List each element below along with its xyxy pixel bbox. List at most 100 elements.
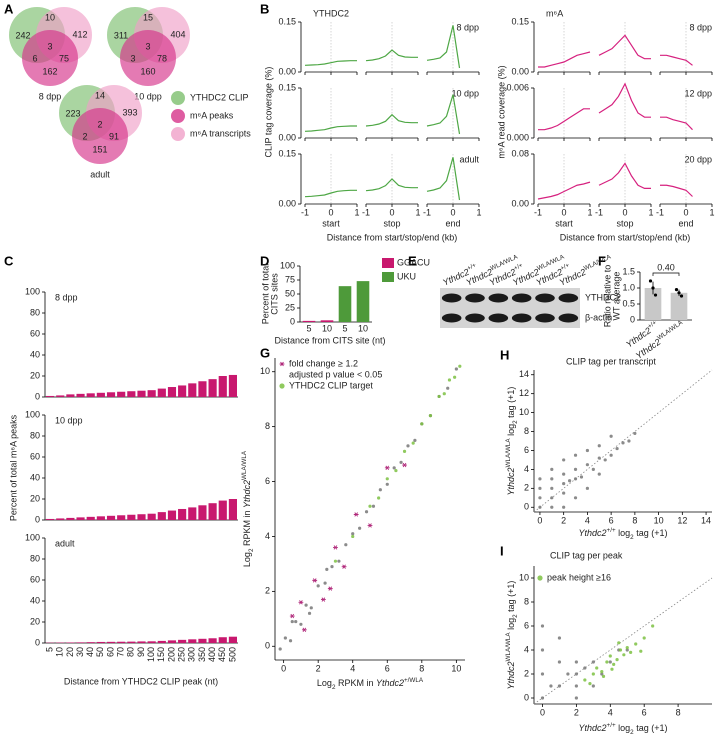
x-tick-label: -1 bbox=[362, 207, 370, 217]
data-point bbox=[538, 477, 542, 481]
profile-line bbox=[537, 181, 591, 200]
data-point bbox=[612, 662, 616, 667]
venn-circle bbox=[22, 30, 78, 86]
x-tick-label: 1 bbox=[476, 207, 481, 217]
bar bbox=[356, 281, 370, 322]
data-point bbox=[384, 465, 390, 471]
legend-label: m⁶A transcripts bbox=[190, 128, 251, 138]
venn-circle bbox=[120, 30, 176, 86]
bar bbox=[137, 641, 146, 643]
venn-count: 393 bbox=[122, 107, 137, 117]
x-axis-title: Ythdc2+/+ log2 tag (+1) bbox=[579, 722, 668, 736]
profile-line bbox=[304, 189, 357, 198]
data-point bbox=[304, 603, 308, 607]
data-point bbox=[351, 532, 355, 536]
data-point bbox=[278, 647, 282, 651]
bar bbox=[320, 320, 334, 322]
data-point bbox=[600, 670, 604, 674]
y-tick-label: 20 bbox=[30, 370, 40, 380]
x-tick-label: -1 bbox=[656, 207, 664, 217]
label-part: Ythdc2 bbox=[506, 467, 516, 495]
data-point bbox=[610, 667, 614, 671]
data-point bbox=[442, 392, 446, 396]
data-point bbox=[615, 658, 619, 662]
y-tick-label: 1.5 bbox=[622, 266, 635, 276]
profile-line bbox=[304, 125, 357, 132]
y-tick-label: 20 bbox=[30, 616, 40, 626]
x-tick-label: 0 bbox=[561, 207, 566, 217]
data-point bbox=[591, 684, 595, 688]
y-tick-label: 8 bbox=[524, 596, 529, 606]
data-point bbox=[309, 606, 313, 610]
y-tick-label: 0.15 bbox=[278, 82, 296, 92]
y-tick-label: 80 bbox=[30, 430, 40, 440]
bar bbox=[76, 393, 85, 397]
label-part: RPKM in bbox=[242, 508, 252, 549]
data-point bbox=[371, 504, 376, 508]
y-tick-label: 50 bbox=[285, 288, 295, 298]
bar bbox=[198, 638, 207, 643]
data-point bbox=[574, 684, 578, 688]
y-tick-label: 60 bbox=[30, 451, 40, 461]
x-tick-label: 10 bbox=[654, 515, 664, 525]
data-point bbox=[550, 505, 554, 509]
venn-count: 223 bbox=[65, 108, 80, 118]
data-point bbox=[341, 564, 347, 569]
profile-line bbox=[660, 54, 693, 66]
venn-count: 2 bbox=[97, 119, 102, 129]
bar bbox=[157, 512, 166, 520]
bar bbox=[117, 641, 126, 643]
x-tick-label: 250 bbox=[177, 647, 187, 662]
data-point bbox=[353, 512, 359, 517]
data-point bbox=[557, 684, 562, 688]
diagonal-line bbox=[533, 577, 713, 705]
data-point bbox=[562, 458, 566, 462]
venn-count: 404 bbox=[170, 29, 185, 39]
data-point bbox=[574, 660, 578, 664]
profile-line bbox=[538, 108, 590, 131]
data-point bbox=[588, 682, 592, 686]
data-point bbox=[540, 624, 545, 628]
data-point bbox=[337, 559, 341, 563]
blot-band bbox=[511, 293, 532, 303]
bar bbox=[86, 642, 95, 643]
data-point bbox=[651, 624, 655, 628]
label-part: tag (+1) bbox=[634, 528, 668, 538]
bar bbox=[56, 518, 65, 520]
data-point bbox=[540, 648, 545, 652]
data-point bbox=[625, 646, 629, 650]
x-tick-label: 500 bbox=[227, 647, 237, 662]
bar bbox=[167, 640, 177, 643]
bar bbox=[117, 391, 126, 397]
bar bbox=[46, 518, 55, 520]
label-part: Ythdc2 bbox=[242, 480, 252, 508]
label-part: log bbox=[506, 424, 516, 439]
y-tick-label: 60 bbox=[30, 328, 40, 338]
data-point bbox=[368, 504, 372, 508]
bar bbox=[96, 516, 105, 520]
y-tick-label: 8 bbox=[265, 421, 270, 431]
x-tick-label: 350 bbox=[197, 647, 207, 662]
row-label: adult bbox=[459, 154, 479, 164]
x-tick-label: -1 bbox=[595, 207, 603, 217]
data-point bbox=[453, 375, 457, 379]
data-point bbox=[608, 654, 612, 658]
x-tick-label: 10 bbox=[358, 323, 368, 333]
bar bbox=[127, 391, 136, 397]
data-point bbox=[550, 496, 554, 500]
y-tick-label: 0 bbox=[265, 641, 270, 651]
bar bbox=[228, 374, 237, 397]
data-point bbox=[364, 510, 369, 514]
bar bbox=[218, 500, 227, 520]
blot-band bbox=[465, 313, 485, 323]
panel-letter: H bbox=[500, 347, 509, 362]
row-label: 10 dpp bbox=[451, 88, 479, 98]
bar bbox=[157, 640, 166, 643]
series-title: m⁶A bbox=[546, 8, 563, 18]
y-tick-label: 80 bbox=[30, 307, 40, 317]
data-point bbox=[562, 491, 566, 495]
label-part: 2 bbox=[332, 684, 336, 691]
y-tick-label: 0.5 bbox=[622, 298, 635, 308]
data-point bbox=[301, 627, 307, 632]
label-part: WLA/WLA bbox=[505, 438, 512, 468]
